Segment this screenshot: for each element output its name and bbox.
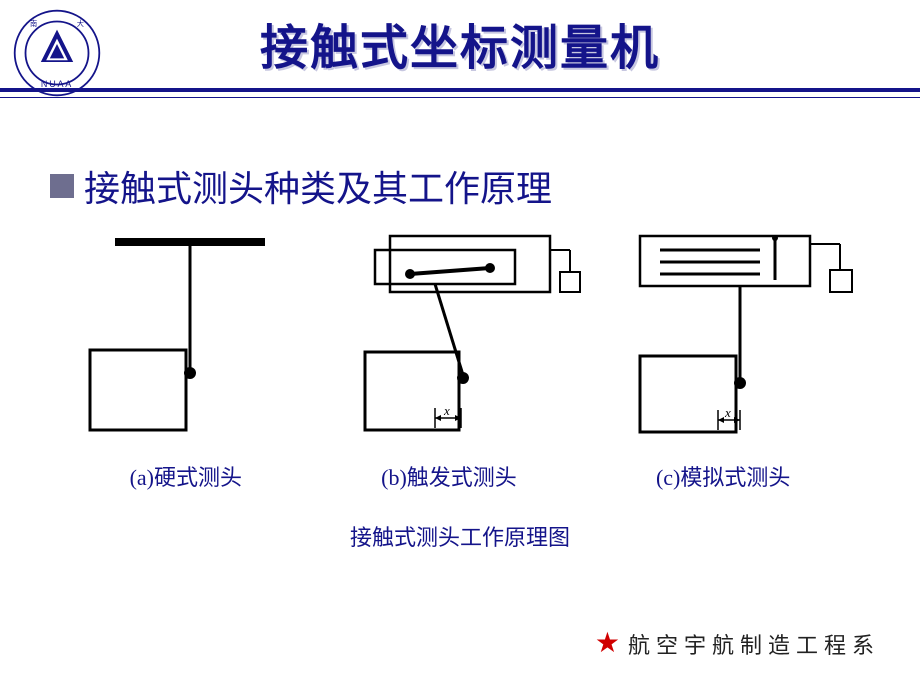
bullet-square-icon [50,174,74,198]
diagram-b: x [335,230,585,440]
section-heading-row: 接触式测头种类及其工作原理 [50,160,552,212]
diagram-label-b: (b)触发式测头 [381,460,517,492]
svg-text:x: x [443,403,450,418]
diagram-c: x [610,230,860,440]
header-rule [0,88,920,98]
svg-text:x: x [724,405,731,420]
star-icon: ★ [595,630,620,658]
diagram-labels: (a)硬式测头 (b)触发式测头 (c)模拟式测头 [60,460,860,492]
diagram-row: x x [60,230,860,440]
department-name: 航空宇航制造工程系 [628,628,880,660]
slide-title: 接触式坐标测量机 [0,8,920,78]
slide-footer: ★ 航空宇航制造工程系 [595,628,880,660]
section-heading: 接触式测头种类及其工作原理 [84,160,552,212]
figure-caption: 接触式测头工作原理图 [0,520,920,552]
diagram-label-c: (c)模拟式测头 [656,460,790,492]
diagram-label-a: (a)硬式测头 [130,460,242,492]
slide-header: NUAA 南 大 接触式坐标测量机 [0,0,920,100]
diagram-a [60,230,310,440]
